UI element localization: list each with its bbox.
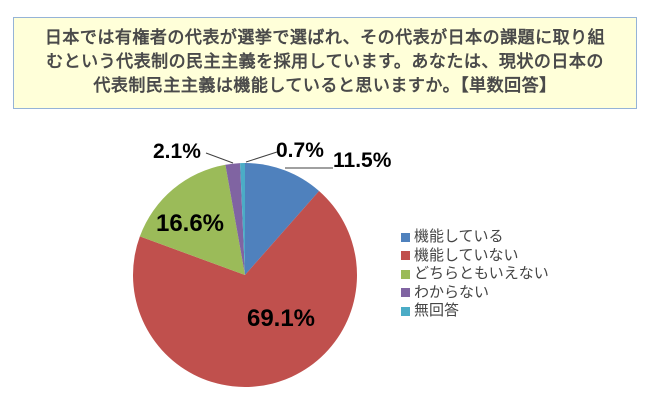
legend-swatch-icon — [401, 306, 410, 316]
leader-line — [245, 151, 278, 163]
legend-swatch-icon — [401, 251, 410, 261]
legend-swatch-icon — [401, 269, 410, 279]
legend-item-3: どちらともいえない — [401, 265, 549, 284]
pie-label-not-functioning: 69.1% — [246, 305, 316, 332]
legend-label: 機能している — [414, 228, 504, 245]
chart-legend: 機能している 機能していない どちらともいえない わからない 無回答 — [401, 228, 549, 321]
leader-line — [205, 152, 234, 164]
legend-label: 無回答 — [414, 302, 460, 319]
question-line-3: 代表制民主主義は機能していると思いますか。【単数回答】 — [93, 76, 557, 95]
legend-label: 機能していない — [414, 246, 519, 264]
pie-slice-2 — [132, 190, 357, 387]
pie-label-no-answer: 0.7% — [276, 139, 324, 162]
legend-label: わからない — [414, 283, 490, 301]
question-line-1: 日本では有権者の代表が選挙で選ばれ、その代表が日本の課題に取り組 — [44, 28, 606, 47]
legend-label: どちらともいえない — [414, 265, 549, 282]
pie-slice-3 — [139, 164, 245, 275]
pie-slice-5 — [240, 163, 245, 275]
legend-item-1: 機能している — [401, 228, 549, 247]
legend-swatch-icon — [401, 288, 410, 298]
legend-item-2: 機能していない — [401, 247, 549, 266]
pie-slice-4 — [225, 163, 245, 275]
legend-item-5: 無回答 — [401, 302, 549, 321]
legend-item-4: わからない — [401, 284, 549, 303]
pie-label-dont-know: 2.1% — [153, 140, 201, 163]
pie-slice-1 — [245, 163, 320, 275]
question-line-2: むという代表制の民主主義を採用しています。あなたは、現状の日本の — [46, 52, 604, 71]
legend-swatch-icon — [401, 232, 410, 242]
pie-label-functioning: 11.5% — [333, 149, 392, 172]
pie-label-neither: 16.6% — [155, 210, 225, 237]
question-box: 日本では有権者の代表が選挙で選ばれ、その代表が日本の課題に取り組 むという代表制… — [13, 17, 637, 109]
